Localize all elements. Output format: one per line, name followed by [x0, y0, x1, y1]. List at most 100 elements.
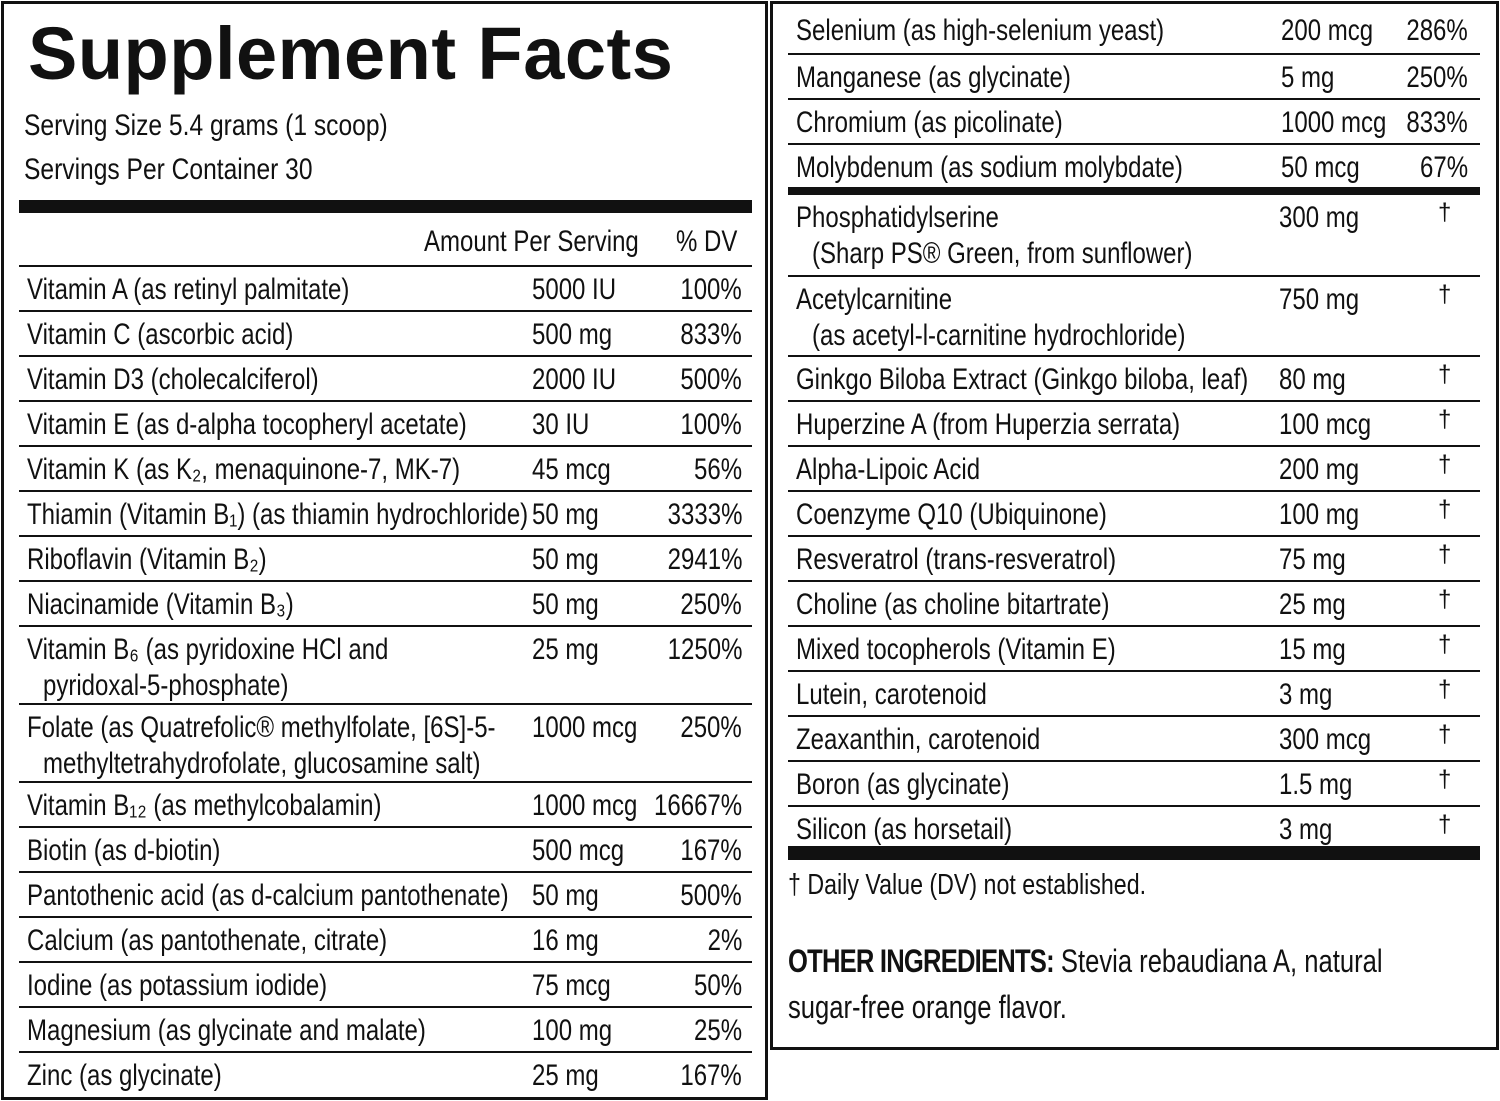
amount-per-serving: 15 mg — [1279, 633, 1346, 666]
nutrient-name: Vitamin B₁₂ (as methylcobalamin) — [27, 789, 382, 822]
daily-value-percent: 500% — [680, 879, 742, 912]
table-row: Zeaxanthin, carotenoid 300 mcg † — [788, 715, 1480, 760]
daily-value-percent: 286% — [1406, 14, 1468, 47]
table-row: Calcium (as pantothenate, citrate) 16 mg 2… — [19, 916, 752, 961]
nutrient-name: Mixed tocopherols (Vitamin E) — [796, 633, 1116, 666]
amount-per-serving: 500 mcg — [532, 834, 625, 867]
nutrient-name: Vitamin A (as retinyl palmitate) — [27, 273, 350, 306]
dagger-mark: † — [1438, 406, 1452, 433]
table-row: Lutein, carotenoid 3 mg † — [788, 670, 1480, 715]
nutrient-name: Selenium (as high-selenium yeast) — [796, 14, 1165, 47]
daily-value-percent: 1250% — [667, 633, 742, 666]
table-row: Vitamin A (as retinyl palmitate) 5000 IU 1… — [19, 265, 752, 310]
dagger-mark: † — [1438, 631, 1452, 658]
nutrient-name: Zinc (as glycinate) — [27, 1059, 222, 1092]
amount-per-serving: 50 mg — [532, 588, 599, 621]
nutrient-name: Vitamin B₆ (as pyridoxine HCl and — [27, 633, 389, 666]
amount-per-serving: 1.5 mg — [1279, 768, 1353, 801]
dagger-mark: † — [1438, 361, 1452, 388]
nutrient-name: Iodine (as potassium iodide) — [27, 969, 328, 1002]
serving-size: Serving Size 5.4 grams (1 scoop) — [24, 109, 388, 142]
daily-value-percent: 16667% — [653, 789, 742, 822]
amount-per-serving: 1000 mcg — [1281, 106, 1387, 139]
nutrient-name: Pantothenic acid (as d-calcium pantothen… — [27, 879, 509, 912]
amount-per-serving: 300 mcg — [1279, 723, 1372, 756]
nutrient-name: Vitamin E (as d-alpha tocopheryl acetate… — [27, 408, 467, 441]
daily-value-percent: 2% — [707, 924, 742, 957]
nutrient-name: Resveratrol (trans-resveratrol) — [796, 543, 1117, 576]
table-row: Biotin (as d-biotin) 500 mcg 167% — [19, 826, 752, 871]
nutrient-name-continued: (as acetyl-l-carnitine hydrochloride) — [812, 319, 1186, 352]
table-row: Vitamin C (ascorbic acid) 500 mg 833% — [19, 310, 752, 355]
table-row: Niacinamide (Vitamin B₃) 50 mg 250% — [19, 580, 752, 625]
nutrient-name: Magnesium (as glycinate and malate) — [27, 1014, 426, 1047]
daily-value-percent: 167% — [680, 1059, 742, 1092]
table-row: Phosphatidylserine (Sharp PS® Green, from… — [788, 195, 1480, 275]
amount-per-serving: 80 mg — [1279, 363, 1346, 396]
daily-value-percent: 250% — [1406, 61, 1468, 94]
nutrient-name: Manganese (as glycinate) — [796, 61, 1071, 94]
amount-per-serving: 1000 mcg — [532, 789, 638, 822]
nutrient-name: Vitamin K (as K₂, menaquinone-7, MK-7) — [27, 453, 461, 486]
amount-per-serving: 3 mg — [1279, 678, 1333, 711]
nutrient-name: Vitamin C (ascorbic acid) — [27, 318, 294, 351]
daily-value-percent: 100% — [680, 408, 742, 441]
amount-per-serving: 100 mg — [532, 1014, 613, 1047]
right-section-divider — [788, 187, 1480, 195]
nutrient-name: Chromium (as picolinate) — [796, 106, 1063, 139]
amount-per-serving: 300 mg — [1279, 201, 1360, 234]
daily-value-percent: 2941% — [667, 543, 742, 576]
nutrient-name: Coenzyme Q10 (Ubiquinone) — [796, 498, 1107, 531]
table-row: Alpha-Lipoic Acid 200 mg † — [788, 445, 1480, 490]
nutrient-name: Folate (as Quatrefolic® methylfolate, [6… — [27, 711, 496, 744]
table-row: Boron (as glycinate) 1.5 mg † — [788, 760, 1480, 805]
table-row: Molybdenum (as sodium molybdate) 50 mcg 67… — [788, 143, 1480, 188]
amount-per-serving: 30 IU — [532, 408, 590, 441]
table-row: Iodine (as potassium iodide) 75 mcg 50% — [19, 961, 752, 1006]
nutrient-name: Zeaxanthin, carotenoid — [796, 723, 1041, 756]
nutrient-name: Biotin (as d-biotin) — [27, 834, 221, 867]
table-row: Silicon (as horsetail) 3 mg † — [788, 805, 1480, 850]
dagger-mark: † — [1438, 766, 1452, 793]
dagger-mark: † — [1438, 281, 1452, 308]
daily-value-percent: 250% — [680, 588, 742, 621]
daily-value-percent: 25% — [693, 1014, 742, 1047]
other-ingredients: OTHER INGREDIENTS: Stevia rebaudiana A, … — [788, 938, 1500, 1030]
amount-per-serving: 100 mcg — [1279, 408, 1372, 441]
table-row: Vitamin B₆ (as pyridoxine HCl and pyridox… — [19, 625, 752, 703]
table-row: Ginkgo Biloba Extract (Ginkgo biloba, le… — [788, 355, 1480, 400]
daily-value-percent: 833% — [1406, 106, 1468, 139]
panel-title: Supplement Facts — [28, 12, 674, 95]
nutrient-name: Huperzine A (from Huperzia serrata) — [796, 408, 1181, 441]
amount-per-serving: 5000 IU — [532, 273, 617, 306]
amount-per-serving: 3 mg — [1279, 813, 1333, 846]
dagger-mark: † — [1438, 721, 1452, 748]
table-row: Resveratrol (trans-resveratrol) 75 mg † — [788, 535, 1480, 580]
nutrient-name: Ginkgo Biloba Extract (Ginkgo biloba, le… — [796, 363, 1249, 396]
amount-per-serving: 200 mg — [1279, 453, 1360, 486]
table-row: Coenzyme Q10 (Ubiquinone) 100 mg † — [788, 490, 1480, 535]
amount-per-serving: 200 mcg — [1281, 14, 1374, 47]
table-row: Vitamin B₁₂ (as methylcobalamin) 1000 mcg… — [19, 781, 752, 826]
daily-value-percent: 833% — [680, 318, 742, 351]
amount-per-serving: 5 mg — [1281, 61, 1335, 94]
table-row: Huperzine A (from Huperzia serrata) 100 m… — [788, 400, 1480, 445]
table-row: Magnesium (as glycinate and malate) 100 m… — [19, 1006, 752, 1051]
dagger-mark: † — [1438, 811, 1452, 838]
nutrient-name: Alpha-Lipoic Acid — [796, 453, 981, 486]
dv-footnote: † Daily Value (DV) not established. — [788, 869, 1147, 901]
nutrient-name-continued: methyltetrahydrofolate, glucosamine salt… — [43, 747, 481, 780]
table-row: Vitamin E (as d-alpha tocopheryl acetate… — [19, 400, 752, 445]
table-row: Choline (as choline bitartrate) 25 mg † — [788, 580, 1480, 625]
table-row: Pantothenic acid (as d-calcium pantothen… — [19, 871, 752, 916]
amount-per-serving: 50 mg — [532, 498, 599, 531]
amount-per-serving: 1000 mcg — [532, 711, 638, 744]
table-row: Manganese (as glycinate) 5 mg 250% — [788, 53, 1480, 98]
daily-value-percent: 167% — [680, 834, 742, 867]
supplement-facts-right-panel — [770, 1, 1499, 1050]
daily-value-percent: 250% — [680, 711, 742, 744]
table-row: Acetylcarnitine (as acetyl-l-carnitine hy… — [788, 275, 1480, 355]
dagger-mark: † — [1438, 541, 1452, 568]
nutrient-name: Niacinamide (Vitamin B₃) — [27, 588, 294, 621]
table-row: Vitamin K (as K₂, menaquinone-7, MK-7) 45… — [19, 445, 752, 490]
